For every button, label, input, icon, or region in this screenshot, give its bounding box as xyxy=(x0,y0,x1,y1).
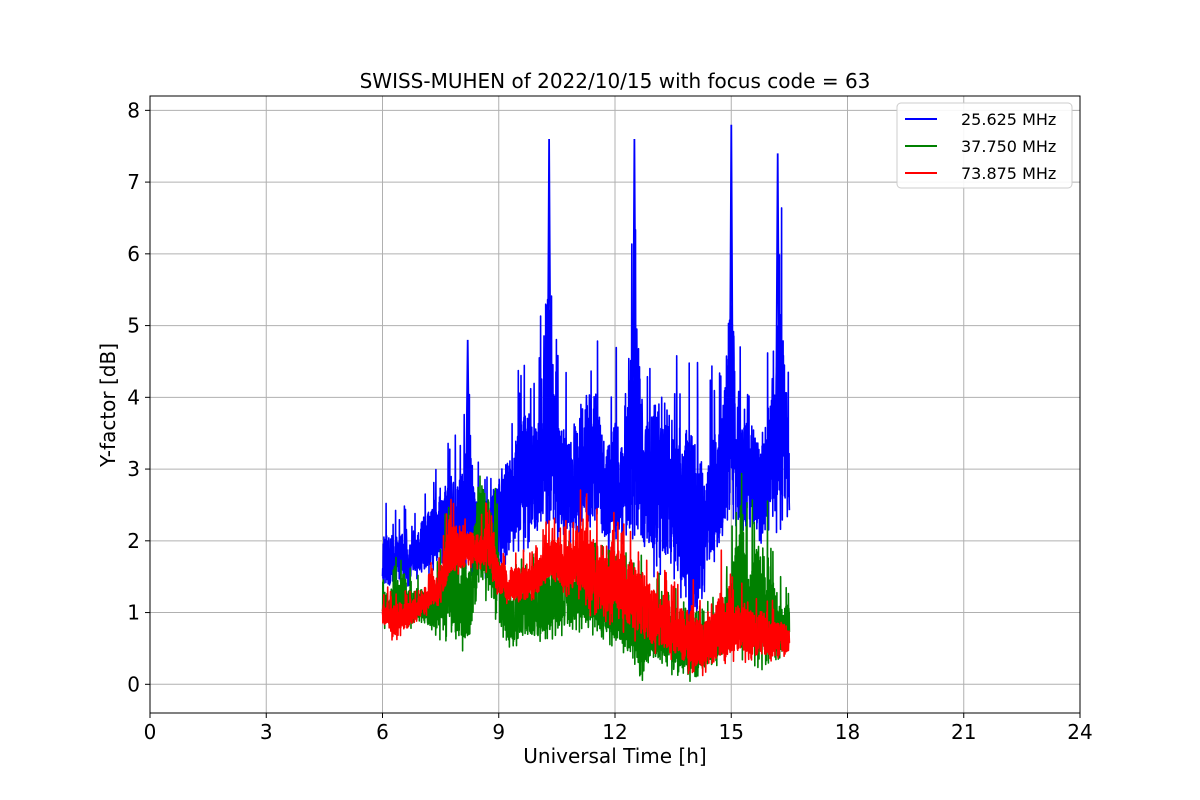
x-tick-label: 15 xyxy=(719,720,744,744)
y-axis-title: Y-factor [dB] xyxy=(96,343,120,468)
series-spike xyxy=(728,124,735,505)
y-tick-label: 2 xyxy=(127,529,140,553)
series-spike xyxy=(464,339,471,518)
legend-label: 73.875 MHz xyxy=(961,164,1056,183)
y-tick-label: 7 xyxy=(127,170,140,194)
series-spike xyxy=(631,138,638,505)
series-spike xyxy=(774,153,781,478)
x-tick-label: 0 xyxy=(144,720,157,744)
legend-box xyxy=(896,102,1073,189)
y-tick-label: 4 xyxy=(127,385,140,409)
x-axis-title: Universal Time [h] xyxy=(523,744,706,768)
x-tick-label: 24 xyxy=(1067,720,1092,744)
y-tick-label: 0 xyxy=(127,672,140,696)
data-layer xyxy=(381,124,791,682)
x-tick-label: 9 xyxy=(492,720,505,744)
legend-label: 37.750 MHz xyxy=(961,137,1056,156)
y-tick-label: 5 xyxy=(127,314,140,338)
series-line-73-875-MHz xyxy=(381,489,791,677)
x-tick-label: 3 xyxy=(260,720,273,744)
x-tick-label: 18 xyxy=(835,720,860,744)
series-spike xyxy=(546,138,552,491)
y-tick-label: 1 xyxy=(127,601,140,625)
legend: 25.625 MHz 37.750 MHz 73.875 MHz xyxy=(896,102,1073,189)
chart-title: SWISS-MUHEN of 2022/10/15 with focus cod… xyxy=(360,69,871,93)
y-tick-label: 3 xyxy=(127,457,140,481)
x-tick-label: 21 xyxy=(951,720,976,744)
y-tick-label: 6 xyxy=(127,242,140,266)
y-tick-label: 8 xyxy=(127,98,140,122)
legend-label: 25.625 MHz xyxy=(961,110,1056,129)
x-tick-label: 6 xyxy=(376,720,389,744)
x-tick-label: 12 xyxy=(602,720,627,744)
